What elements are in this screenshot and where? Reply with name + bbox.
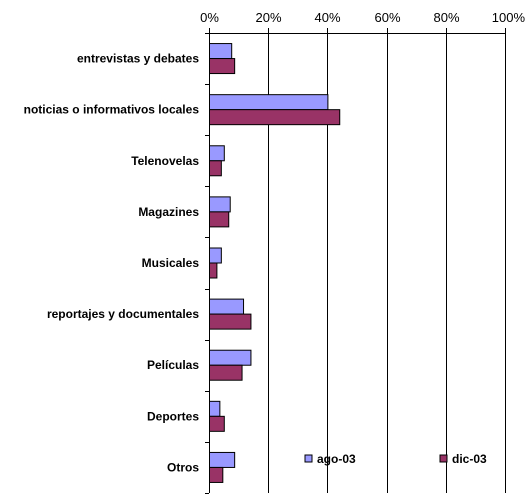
bar-dic-03 xyxy=(209,466,224,483)
category-label: Telenovelas xyxy=(131,154,199,168)
bar-dic-03 xyxy=(209,364,243,381)
category-label: Magazines xyxy=(138,205,199,219)
bar-ago-03 xyxy=(209,298,245,315)
x-tick-label: 80% xyxy=(433,10,459,25)
legend-swatch xyxy=(439,454,448,463)
category-label: noticias o informativos locales xyxy=(24,103,200,117)
legend-swatch xyxy=(304,454,313,463)
x-tick-label: 40% xyxy=(314,10,340,25)
category-label: reportajes y documentales xyxy=(47,307,199,321)
category-label: Deportes xyxy=(147,409,199,423)
x-tick-label: 100% xyxy=(492,10,526,25)
bar-ago-03 xyxy=(209,247,222,264)
bar-ago-03 xyxy=(209,43,233,60)
category-label: Otros xyxy=(167,460,199,474)
bar-ago-03 xyxy=(209,94,329,111)
bar-dic-03 xyxy=(209,313,252,330)
bar-dic-03 xyxy=(209,58,236,75)
bar-ago-03 xyxy=(209,451,236,468)
legend-label: dic-03 xyxy=(452,452,487,466)
x-tick-label: 60% xyxy=(374,10,400,25)
category-label: Musicales xyxy=(142,256,200,270)
bar-dic-03 xyxy=(209,109,341,126)
category-label: entrevistas y debates xyxy=(77,52,199,66)
category-label: Películas xyxy=(147,358,199,372)
bar-ago-03 xyxy=(209,196,231,213)
x-tick-label: 20% xyxy=(255,10,281,25)
x-tick-label: 0% xyxy=(200,10,219,25)
bar-ago-03 xyxy=(209,400,221,417)
bar-ago-03 xyxy=(209,145,225,162)
bar-dic-03 xyxy=(209,160,222,177)
bar-dic-03 xyxy=(209,415,225,432)
bar-ago-03 xyxy=(209,349,252,366)
legend-label: ago-03 xyxy=(317,452,356,466)
bar-dic-03 xyxy=(209,262,218,279)
bar-dic-03 xyxy=(209,211,230,228)
